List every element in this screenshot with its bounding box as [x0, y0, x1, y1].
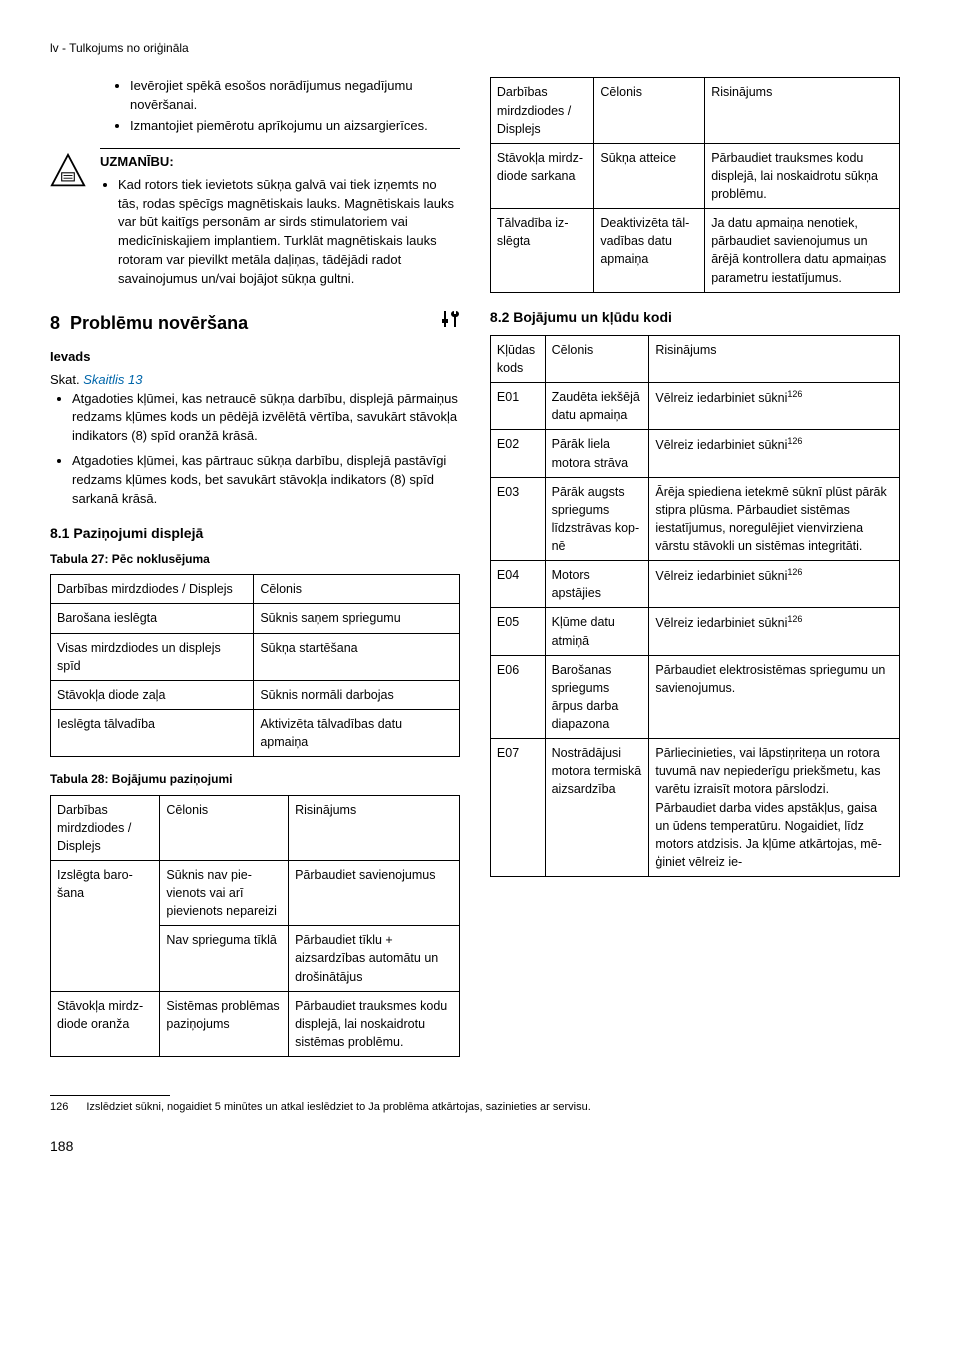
table-28-caption: Tabula 28: Bojājumu paziņojumi: [50, 771, 460, 788]
error-code: E05: [490, 608, 545, 655]
table-cell: Sūknis normāli darbojas: [254, 680, 460, 709]
table-header: Cēlonis: [160, 795, 289, 860]
table-cell: Pārliecinieties, vai lāpstiņriteņa un ro…: [649, 739, 899, 877]
table-header: Kļūdas kods: [490, 335, 545, 382]
error-code: E02: [490, 430, 545, 477]
table-cell: Pārbaudiet tīklu + aizsardzības automātu…: [289, 926, 460, 991]
error-code: E06: [490, 655, 545, 739]
table-header: Cēlonis: [254, 575, 460, 604]
table-cell: Visas mirdzdiodes un displejs spīd: [51, 633, 254, 680]
table-cell: Vēlreiz iedarbi­niet sūkni126: [649, 383, 899, 430]
table-header: Cēlonis: [545, 335, 649, 382]
table-cell: Vēlreiz iedarbi­niet sūkni126: [649, 608, 899, 655]
error-code: E03: [490, 477, 545, 561]
table-cell: Vēlreiz iedarbi­niet sūkni126: [649, 430, 899, 477]
table-header: Risinājums: [289, 795, 460, 860]
page-number: 188: [50, 1136, 904, 1156]
table-cell: Tālvadība iz­slēgta: [490, 209, 593, 293]
table-cell: Pārbaudiet trauksmes kodu displejā, lai …: [705, 143, 900, 208]
table-cell: Stāvokļa mirdz­diode sarkana: [490, 143, 593, 208]
table-cell: Pārāk liela motora strā­va: [545, 430, 649, 477]
table-cell: Deaktivizēta tāl­vadības datu apmaiņa: [594, 209, 705, 293]
bullet-item: Izmantojiet piemērotu aprīkojumu un aizs…: [130, 117, 460, 136]
table-cell: Sūknis nav pie­vienots vai arī pievienot…: [160, 860, 289, 925]
table-27-caption: Tabula 27: Pēc noklusējuma: [50, 551, 460, 568]
section-8-heading: 8 Problēmu novēršana: [50, 309, 460, 338]
footnote-text: Izslēdziet sūkni, nogaidiet 5 minūtes un…: [86, 1100, 590, 1116]
table-cell: Ieslēgta tālvadība: [51, 709, 254, 756]
section8-bullets: Atgadoties kļūmei, kas netraucē sūkņa da…: [50, 390, 460, 509]
table-cell: Pārbaudiet sa­vienojumus: [289, 860, 460, 925]
see-figure: Skat. Skaitlis 13: [50, 371, 460, 390]
table-cell: Aktivizēta tālvadības da­tu apmaiņa: [254, 709, 460, 756]
table-cell: Sūkņa startēšana: [254, 633, 460, 680]
footnote: 126 Izslēdziet sūkni, nogaidiet 5 minūte…: [50, 1100, 904, 1116]
table-cell: Sūkņa atteice: [594, 143, 705, 208]
table-cell: Vēlreiz iedarbi­niet sūkni126: [649, 561, 899, 608]
footnote-number: 126: [50, 1100, 68, 1116]
table-cell: Pārbaudiet elektrosistēmas spriegumu un …: [649, 655, 899, 739]
table-28-continued: Darbības mirdzdiodes / Displejs Cēlonis …: [490, 77, 900, 292]
table-cell: Pārāk augsts sprie­gums līdzstrāvas kop­…: [545, 477, 649, 561]
bullet-item: Ievērojiet spēkā esošos norādījumus nega…: [130, 77, 460, 115]
intro-bullets: Ievērojiet spēkā esošos norādījumus nega…: [50, 77, 460, 136]
figure-link[interactable]: Skaitlis 13: [83, 372, 142, 387]
table-cell: Ja datu apmai­ņa nenotiek, pārbaudiet sa…: [705, 209, 900, 293]
table-header: Darbības mirdzdiodes / Displejs: [490, 78, 593, 143]
table-cell: Nav sprieguma tīklā: [160, 926, 289, 991]
warning-read-icon: [50, 148, 90, 289]
table-header: Cēlonis: [594, 78, 705, 143]
table-cell: Pārbaudiet trauksmes kodu displejā, lai …: [289, 991, 460, 1056]
table-cell: Nostrādājusi motora termiskā aizsardzība: [545, 739, 649, 877]
error-code: E04: [490, 561, 545, 608]
table-27: Darbības mirdzdiodes / Displejs Cēlonis …: [50, 574, 460, 757]
table-28: Darbības mirdzdiodes / Displejs Cēlonis …: [50, 795, 460, 1058]
table-cell: Kļūme datu atmiņā: [545, 608, 649, 655]
caution-text: Kad rotors tiek ievietots sūkņa galvā va…: [118, 176, 460, 289]
table-cell: Stāvokļa mirdz­diode oranža: [51, 991, 160, 1056]
intro-subhead: Ievads: [50, 348, 460, 367]
table-header: Darbības mirdzdiodes / Displejs: [51, 575, 254, 604]
caution-label: UZMANĪBU:: [100, 148, 460, 172]
bullet-item: Atgadoties kļūmei, kas netraucē sūkņa da…: [72, 390, 460, 447]
table-header: Risinājums: [649, 335, 899, 382]
table-cell: Sistēmas pro­blēmas paziņo­jums: [160, 991, 289, 1056]
header-language: lv - Tulkojums no oriģināla: [50, 40, 904, 57]
section-8-2-heading: 8.2 Bojājumu un kļūdu kodi: [490, 307, 900, 327]
bullet-item: Atgadoties kļūmei, kas pārtrauc sūkņa da…: [72, 452, 460, 509]
section-8-1-heading: 8.1 Paziņojumi displejā: [50, 523, 460, 543]
error-code: E07: [490, 739, 545, 877]
table-header: Risinājums: [705, 78, 900, 143]
error-codes-table: Kļūdas kods Cēlonis Risinājums E01 Zaudē…: [490, 335, 900, 877]
table-cell: Barošana ieslēgta: [51, 604, 254, 633]
table-header: Darbības mirdzdiodes / Displejs: [51, 795, 160, 860]
table-cell: Sūknis saņem spriegumu: [254, 604, 460, 633]
table-cell: Ārēja spiediena ietekmē sūknī plūst pārā…: [649, 477, 899, 561]
table-cell: Barošanas spriegums ārpus darba diapazo­…: [545, 655, 649, 739]
table-cell: Zaudēta iekšējā datu apmaiņa: [545, 383, 649, 430]
caution-block: UZMANĪBU: Kad rotors tiek ievietots sūkņ…: [50, 148, 460, 289]
tools-icon: [440, 309, 460, 338]
table-cell: Izslēgta baro­šana: [51, 860, 160, 991]
footnote-rule: [50, 1095, 170, 1096]
error-code: E01: [490, 383, 545, 430]
table-cell: Motors apstājies: [545, 561, 649, 608]
table-cell: Stāvokļa diode zaļa: [51, 680, 254, 709]
